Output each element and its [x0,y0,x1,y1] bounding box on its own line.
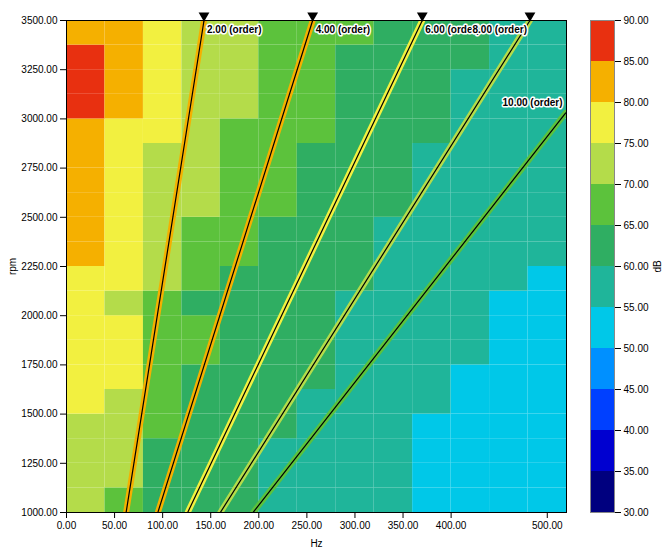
svg-text:1000.00: 1000.00 [21,507,58,518]
svg-text:35.00: 35.00 [624,466,649,477]
svg-text:50.00: 50.00 [102,520,127,531]
svg-text:30.00: 30.00 [624,507,649,518]
svg-text:90.00: 90.00 [624,15,649,26]
svg-text:2250.00: 2250.00 [21,261,58,272]
svg-text:500.00: 500.00 [532,520,563,531]
svg-text:50.00: 50.00 [624,343,649,354]
svg-text:60.00: 60.00 [624,261,649,272]
svg-text:1500.00: 1500.00 [21,408,58,419]
svg-text:70.00: 70.00 [624,179,649,190]
svg-text:40.00: 40.00 [624,425,649,436]
svg-text:65.00: 65.00 [624,220,649,231]
svg-text:45.00: 45.00 [624,384,649,395]
svg-text:2750.00: 2750.00 [21,162,58,173]
svg-text:80.00: 80.00 [624,97,649,108]
svg-text:55.00: 55.00 [624,302,649,313]
svg-text:75.00: 75.00 [624,138,649,149]
svg-text:1750.00: 1750.00 [21,359,58,370]
svg-text:3250.00: 3250.00 [21,64,58,75]
svg-text:8.00 (order): 8.00 (order) [472,24,526,35]
svg-text:3500.00: 3500.00 [21,15,58,26]
svg-text:2500.00: 2500.00 [21,212,58,223]
svg-text:250.00: 250.00 [292,520,323,531]
svg-text:150.00: 150.00 [195,520,226,531]
svg-text:200.00: 200.00 [244,520,275,531]
svg-text:2.00 (order): 2.00 (order) [207,24,261,35]
svg-text:400.00: 400.00 [436,520,467,531]
svg-text:350.00: 350.00 [388,520,419,531]
svg-text:3000.00: 3000.00 [21,113,58,124]
svg-text:85.00: 85.00 [624,56,649,67]
svg-text:2000.00: 2000.00 [21,310,58,321]
svg-text:1250.00: 1250.00 [21,458,58,469]
svg-text:rpm: rpm [7,258,18,275]
svg-text:Hz: Hz [310,538,322,549]
svg-text:0.00: 0.00 [57,520,77,531]
svg-text:6.00 (order): 6.00 (order) [425,23,480,35]
svg-text:4.00 (order): 4.00 (order) [316,24,370,35]
svg-text:10.00 (order): 10.00 (order) [503,97,563,108]
svg-text:100.00: 100.00 [147,520,178,531]
svg-text:dB: dB [652,260,663,273]
svg-text:300.00: 300.00 [340,520,371,531]
